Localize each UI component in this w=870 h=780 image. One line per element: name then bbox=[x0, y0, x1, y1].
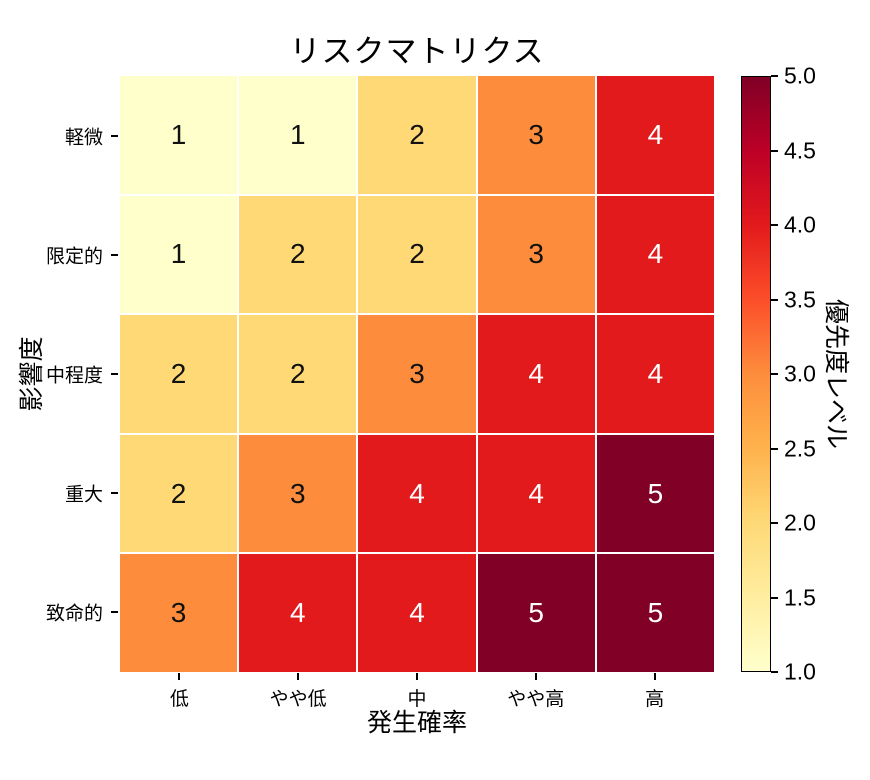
y-tick-label: 限定的 bbox=[45, 246, 103, 268]
colorbar: 5.0 4.5 4.0 3.5 3.0 2.5 2.0 1.5 1.0 bbox=[741, 63, 816, 685]
colorbar-tick-mark bbox=[771, 75, 778, 77]
y-tick-label: 致命的 bbox=[45, 603, 103, 625]
colorbar-tick-label: 2.0 bbox=[784, 509, 816, 536]
heatmap-cell-r4-c4: 5 bbox=[596, 554, 714, 672]
x-tick-label: 中 bbox=[407, 689, 427, 710]
x-tick-mark bbox=[416, 673, 418, 680]
colorbar-tick-label: 3.0 bbox=[784, 360, 816, 387]
chart-title: リスクマトリクス bbox=[289, 34, 545, 69]
colorbar-gradient-bar bbox=[741, 76, 771, 672]
heatmap-cell-r3-c2: 4 bbox=[358, 434, 476, 553]
heatmap-cell-r4-c2: 4 bbox=[358, 554, 476, 672]
colorbar-tick-mark bbox=[771, 447, 778, 450]
x-tick-label: やや低 bbox=[269, 689, 327, 710]
x-tick-mark bbox=[653, 673, 656, 680]
colorbar-tick-label: 2.5 bbox=[784, 435, 816, 461]
heatmap-cell-r0-c1: 1 bbox=[239, 76, 357, 194]
x-tick-mark bbox=[178, 673, 181, 680]
heatmap-cell-r0-c2: 2 bbox=[358, 76, 476, 194]
heatmap-cell-r2-c0: 2 bbox=[120, 315, 238, 433]
x-tick-mark bbox=[297, 673, 300, 680]
y-tick-mark bbox=[111, 492, 118, 495]
heatmap-cell-r3-c0: 2 bbox=[120, 434, 238, 553]
colorbar-tick-label: 1.5 bbox=[784, 584, 816, 610]
heatmap-cell-r0-c3: 3 bbox=[477, 76, 595, 194]
y-tick-mark bbox=[111, 611, 118, 614]
heatmap-cell-r1-c0: 1 bbox=[120, 195, 238, 314]
colorbar-tick-mark bbox=[771, 373, 778, 375]
y-tick-label: 中程度 bbox=[45, 365, 103, 387]
colorbar-tick-mark bbox=[771, 522, 778, 524]
x-axis-label: 発生確率 bbox=[366, 709, 467, 737]
heatmap-cell-r1-c2: 2 bbox=[358, 195, 476, 314]
heatmap-cell-r1-c1: 2 bbox=[239, 195, 357, 314]
heatmap-cell-r0-c4: 4 bbox=[596, 76, 714, 194]
heatmap-cell-r0-c0: 1 bbox=[120, 76, 238, 194]
heatmap-cell-r4-c1: 4 bbox=[239, 554, 357, 672]
heatmap-cell-r3-c3: 4 bbox=[477, 434, 595, 553]
y-tick-mark bbox=[111, 373, 118, 375]
colorbar-tick-mark bbox=[771, 149, 778, 152]
heatmap-cell-r3-c1: 3 bbox=[239, 434, 357, 553]
x-tick-label: 高 bbox=[645, 689, 665, 710]
heatmap-cell-r1-c3: 3 bbox=[477, 195, 595, 314]
y-tick-mark bbox=[111, 253, 118, 256]
x-tick-label: 低 bbox=[169, 689, 189, 710]
heatmap-cell-r4-c3: 5 bbox=[477, 554, 595, 672]
heatmap-cell-r3-c4: 5 bbox=[596, 434, 714, 553]
colorbar-tick-label: 4.0 bbox=[784, 211, 816, 238]
x-axis-ticks: 低 やや低 中 やや高 高 bbox=[120, 673, 714, 713]
x-tick-label: やや高 bbox=[507, 689, 565, 710]
heatmap-cell-r4-c0: 3 bbox=[120, 554, 238, 672]
colorbar-tick-mark bbox=[771, 671, 778, 673]
colorbar-tick-label: 1.0 bbox=[784, 658, 816, 685]
colorbar-label: 優先度レベル bbox=[822, 298, 850, 450]
heatmap-cell-r1-c4: 4 bbox=[596, 195, 714, 314]
colorbar-tick-mark bbox=[771, 596, 778, 599]
colorbar-tick-mark bbox=[771, 298, 778, 301]
heatmap-cell-r2-c3: 4 bbox=[477, 315, 595, 433]
y-tick-label: 重大 bbox=[64, 484, 103, 506]
y-axis-ticks: 軽微限定的中程度重大致命的 bbox=[0, 76, 119, 672]
colorbar-tick-label: 4.5 bbox=[784, 137, 816, 163]
heatmap-cell-r2-c4: 4 bbox=[596, 315, 714, 433]
heatmap-cell-r2-c1: 2 bbox=[239, 315, 357, 433]
colorbar-tick-label: 3.5 bbox=[784, 286, 816, 312]
colorbar-tick-label: 5.0 bbox=[784, 62, 816, 89]
y-tick-label: 軽微 bbox=[64, 127, 103, 149]
x-tick-mark bbox=[534, 673, 537, 680]
heatmap-cell-r2-c2: 3 bbox=[358, 315, 476, 433]
y-tick-mark bbox=[111, 134, 118, 137]
colorbar-tick-mark bbox=[771, 224, 778, 226]
